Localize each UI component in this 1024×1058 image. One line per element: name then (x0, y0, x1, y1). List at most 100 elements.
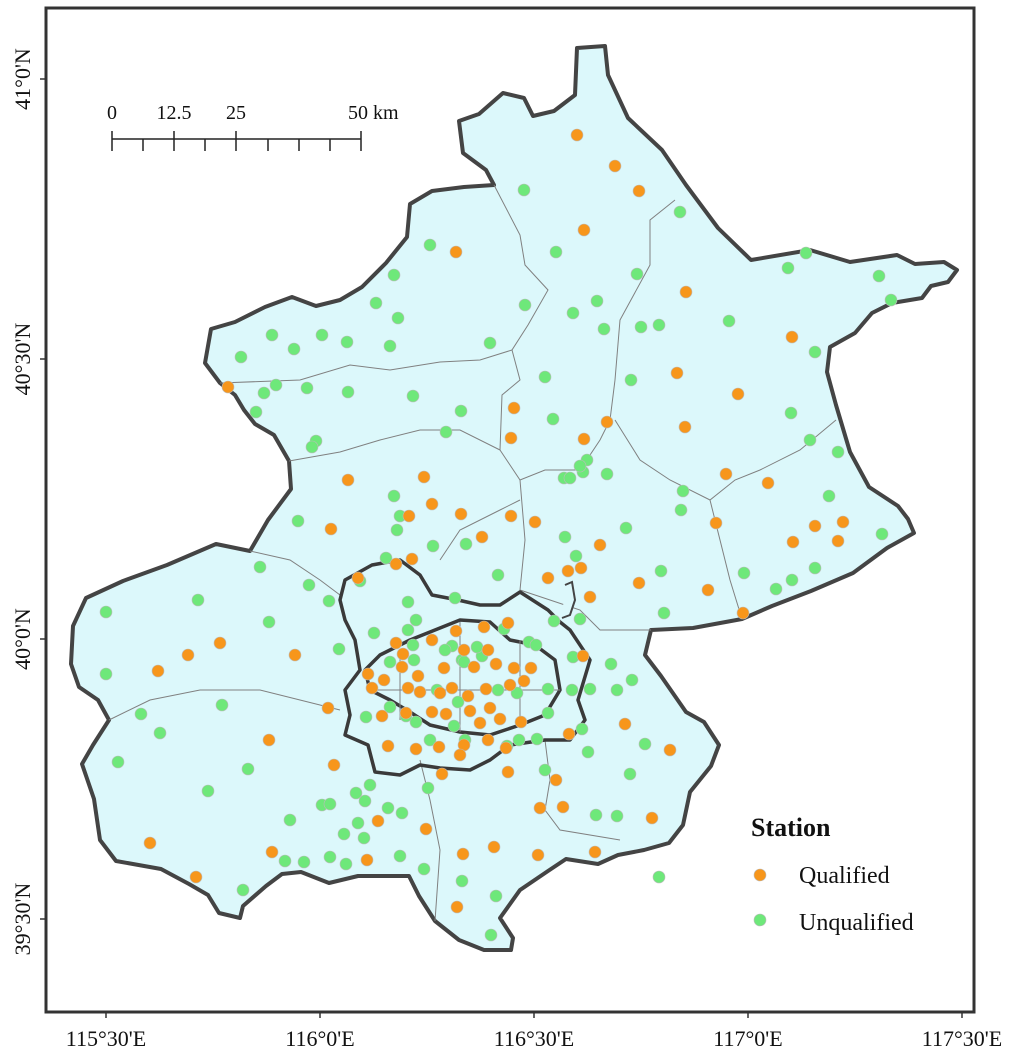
station-unqualified (383, 655, 397, 669)
station-qualified (411, 669, 425, 683)
station-unqualified (379, 551, 393, 565)
station-unqualified (438, 643, 452, 657)
station-qualified (341, 473, 355, 487)
station-unqualified (785, 573, 799, 587)
station-qualified (143, 836, 157, 850)
station-unqualified (610, 683, 624, 697)
station-unqualified (448, 591, 462, 605)
station-qualified (413, 685, 427, 699)
x-tick-label: 116°30'E (494, 1026, 574, 1051)
station-unqualified (297, 855, 311, 869)
station-unqualified (391, 311, 405, 325)
station-unqualified (884, 293, 898, 307)
station-qualified (588, 845, 602, 859)
station-qualified (221, 380, 235, 394)
station-unqualified (549, 245, 563, 259)
station-qualified (439, 707, 453, 721)
station-unqualified (518, 298, 532, 312)
station-unqualified (872, 269, 886, 283)
station-unqualified (283, 813, 297, 827)
station-unqualified (302, 578, 316, 592)
station-qualified (432, 740, 446, 754)
station-qualified (457, 643, 471, 657)
station-qualified (736, 606, 750, 620)
station-qualified (477, 620, 491, 634)
x-axis: 115°30'E 116°0'E 116°30'E 117°0'E 117°30… (66, 1012, 1002, 1051)
station-unqualified (638, 737, 652, 751)
station-unqualified (99, 667, 113, 681)
station-unqualified (153, 726, 167, 740)
station-qualified (549, 773, 563, 787)
station-qualified (401, 681, 415, 695)
station-unqualified (652, 870, 666, 884)
legend-label-unqualified: Unqualified (799, 910, 914, 936)
station-unqualified (530, 732, 544, 746)
station-qualified (449, 624, 463, 638)
station-unqualified (581, 745, 595, 759)
station-unqualified (265, 328, 279, 342)
station-qualified (321, 701, 335, 715)
station-unqualified (341, 385, 355, 399)
scale-label: 25 (226, 102, 246, 124)
station-qualified (600, 415, 614, 429)
scale-label: 50 km (348, 102, 399, 124)
station-qualified (475, 530, 489, 544)
station-qualified (419, 822, 433, 836)
station-qualified (504, 509, 518, 523)
x-tick-label: 115°30'E (66, 1026, 146, 1051)
station-qualified (831, 534, 845, 548)
station-unqualified (337, 827, 351, 841)
station-unqualified (541, 682, 555, 696)
station-unqualified (657, 606, 671, 620)
station-unqualified (236, 883, 250, 897)
station-unqualified (623, 767, 637, 781)
station-unqualified (340, 335, 354, 349)
legend-title: Station (751, 813, 831, 842)
station-unqualified (339, 857, 353, 871)
station-unqualified (383, 700, 397, 714)
station-qualified (425, 497, 439, 511)
station-unqualified (529, 638, 543, 652)
station-qualified (417, 470, 431, 484)
station-unqualified (799, 246, 813, 260)
station-unqualified (369, 296, 383, 310)
station-unqualified (565, 683, 579, 697)
station-unqualified (517, 183, 531, 197)
station-unqualified (569, 549, 583, 563)
station-qualified (361, 667, 375, 681)
x-tick-label: 117°0'E (713, 1026, 782, 1051)
station-unqualified (803, 433, 817, 447)
station-unqualified (808, 561, 822, 575)
map-frame (44, 6, 976, 1014)
station-qualified (501, 765, 515, 779)
station-qualified (449, 245, 463, 259)
station-qualified (562, 727, 576, 741)
station-unqualified (541, 706, 555, 720)
station-unqualified (287, 342, 301, 356)
station-unqualified (407, 653, 421, 667)
y-tick-label: 40°30'N (10, 323, 35, 396)
scale-bar: 0 12.5 25 50 km (107, 102, 399, 151)
station-qualified (396, 647, 410, 661)
station-unqualified (510, 686, 524, 700)
station-unqualified (322, 594, 336, 608)
station-qualified (517, 674, 531, 688)
station-qualified (389, 557, 403, 571)
station-unqualified (634, 320, 648, 334)
station-unqualified (401, 595, 415, 609)
station-unqualified (363, 778, 377, 792)
station-qualified (731, 387, 745, 401)
station-unqualified (357, 831, 371, 845)
station-unqualified (512, 733, 526, 747)
station-unqualified (784, 406, 798, 420)
station-qualified (645, 811, 659, 825)
station-qualified (463, 704, 477, 718)
station-qualified (425, 633, 439, 647)
station-qualified (377, 673, 391, 687)
station-unqualified (831, 445, 845, 459)
station-unqualified (406, 638, 420, 652)
station-qualified (189, 870, 203, 884)
station-unqualified (323, 797, 337, 811)
station-qualified (151, 664, 165, 678)
station-qualified (409, 742, 423, 756)
